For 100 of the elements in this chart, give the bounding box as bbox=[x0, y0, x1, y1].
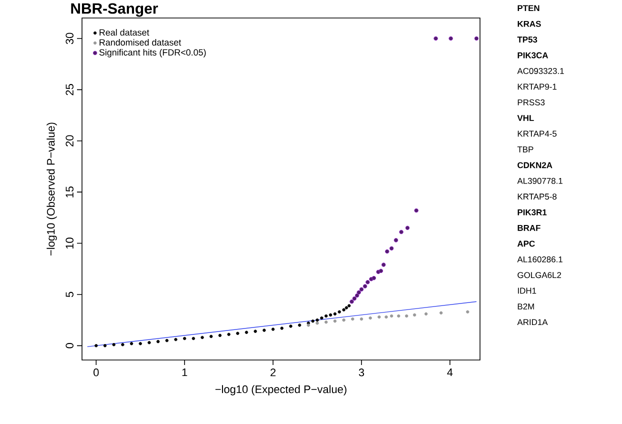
point bbox=[439, 311, 443, 314]
point bbox=[424, 312, 428, 316]
point bbox=[397, 314, 400, 318]
point bbox=[342, 308, 346, 312]
text: APC bbox=[517, 240, 535, 247]
x-tick-label: 4 bbox=[447, 368, 453, 376]
text: BRAF bbox=[518, 224, 540, 231]
point bbox=[112, 343, 116, 346]
point bbox=[390, 314, 394, 318]
point bbox=[316, 318, 319, 322]
point bbox=[350, 299, 354, 304]
point bbox=[324, 320, 328, 324]
point bbox=[351, 317, 354, 321]
point bbox=[174, 338, 178, 342]
point bbox=[311, 319, 314, 323]
point bbox=[130, 342, 134, 346]
point bbox=[344, 306, 348, 310]
point bbox=[200, 336, 204, 340]
point bbox=[94, 344, 98, 348]
point bbox=[328, 313, 332, 317]
text: VHL bbox=[517, 115, 534, 121]
point bbox=[412, 313, 416, 317]
text: KRTAP9-1 bbox=[518, 84, 556, 90]
point bbox=[466, 310, 470, 314]
y-tick-label: 5 bbox=[66, 292, 74, 298]
point bbox=[210, 334, 213, 338]
point bbox=[348, 304, 351, 308]
point bbox=[316, 322, 319, 325]
point bbox=[360, 317, 364, 321]
legend-label: Randomised dataset bbox=[100, 39, 182, 46]
point bbox=[218, 334, 222, 338]
text: GOLGA6L2 bbox=[518, 272, 562, 278]
text: KRTAP5-8 bbox=[518, 194, 557, 200]
x-tick-label: 1 bbox=[182, 368, 188, 376]
point bbox=[389, 246, 394, 251]
text: AC093323.1 bbox=[517, 68, 564, 74]
text: AL160286.1 bbox=[517, 256, 562, 262]
y-tick-label: 30 bbox=[66, 32, 74, 44]
point bbox=[362, 284, 368, 288]
point bbox=[405, 314, 408, 318]
point bbox=[192, 336, 196, 340]
point bbox=[236, 332, 240, 335]
point bbox=[405, 226, 410, 230]
x-tick-label: 0 bbox=[94, 368, 99, 376]
point bbox=[474, 36, 479, 41]
text: KRTAP4-5 bbox=[518, 130, 557, 137]
legend-label: Real dataset bbox=[100, 29, 150, 36]
y-tick-label: 20 bbox=[66, 135, 74, 146]
point bbox=[342, 318, 346, 322]
y-tick-label: 15 bbox=[66, 186, 74, 198]
point bbox=[356, 290, 361, 295]
text: PRSS3 bbox=[518, 99, 545, 106]
y-tick-label: 10 bbox=[66, 238, 74, 249]
text: KRAS bbox=[518, 20, 541, 27]
point bbox=[148, 340, 151, 344]
point bbox=[333, 312, 337, 316]
point bbox=[338, 310, 341, 314]
point bbox=[384, 315, 388, 319]
point bbox=[448, 36, 453, 41]
point bbox=[378, 315, 381, 319]
y-axis-title: −log10 (Observed P−value) bbox=[46, 122, 57, 256]
y-tick-label: 25 bbox=[66, 84, 74, 96]
x-tick-label: 2 bbox=[270, 368, 276, 376]
point bbox=[271, 328, 275, 331]
point bbox=[156, 340, 160, 344]
point bbox=[399, 230, 404, 234]
text: IDH1 bbox=[518, 288, 536, 294]
point bbox=[244, 330, 248, 334]
text: B2M bbox=[518, 304, 534, 310]
point bbox=[324, 314, 328, 318]
point bbox=[366, 280, 370, 284]
legend-label: Significant hits (FDR<0.05) bbox=[99, 48, 206, 58]
point bbox=[280, 326, 284, 330]
point bbox=[378, 268, 384, 274]
text: ARID1A bbox=[517, 319, 548, 326]
text: TP53 bbox=[517, 36, 538, 43]
point bbox=[359, 287, 364, 292]
point bbox=[165, 338, 169, 342]
point bbox=[103, 344, 107, 348]
point bbox=[394, 238, 398, 242]
text: TBP bbox=[517, 146, 534, 152]
point bbox=[333, 319, 337, 323]
point bbox=[352, 296, 357, 301]
point bbox=[414, 208, 418, 213]
point bbox=[121, 343, 124, 346]
point bbox=[372, 276, 376, 280]
point bbox=[320, 316, 324, 320]
text: PTEN bbox=[518, 5, 540, 12]
point bbox=[384, 249, 390, 254]
point bbox=[262, 328, 266, 332]
text: PIK3R1 bbox=[518, 209, 547, 216]
y-tick-label: 0 bbox=[66, 343, 74, 348]
point bbox=[183, 336, 186, 340]
point bbox=[434, 36, 438, 41]
point bbox=[227, 332, 230, 336]
text: PIK3CA bbox=[518, 52, 548, 58]
text: AL390778.1 bbox=[517, 178, 562, 184]
x-axis-title: −log10 (Expected P−value) bbox=[215, 385, 346, 396]
point bbox=[381, 262, 386, 267]
point bbox=[138, 342, 142, 346]
